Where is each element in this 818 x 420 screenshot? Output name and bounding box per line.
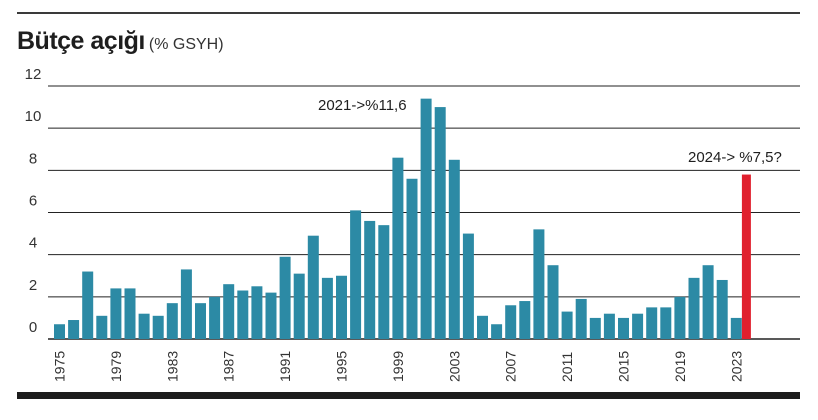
y-tick-label: 4 — [29, 235, 37, 252]
bar-2020 — [688, 277, 700, 339]
y-tick-label: 0 — [29, 319, 37, 336]
bar-1994 — [321, 277, 333, 339]
x-tick-label: 1991 — [277, 351, 293, 382]
bar-2019 — [674, 296, 686, 339]
bar-2004 — [462, 233, 474, 339]
bar-2013 — [589, 317, 601, 339]
bar-2009 — [533, 229, 545, 339]
bar-1995 — [336, 275, 347, 339]
bar-2002 — [434, 107, 446, 339]
bar-1977 — [82, 271, 94, 339]
bar-1982 — [152, 315, 164, 339]
bars — [54, 98, 751, 340]
bar-1993 — [307, 235, 319, 339]
bar-2000 — [406, 178, 418, 339]
bar-2017 — [646, 307, 658, 339]
bar-2022 — [716, 279, 728, 339]
x-tick-label: 1975 — [52, 351, 68, 382]
x-tick-label: 1999 — [390, 351, 406, 382]
bottom-rule — [17, 392, 800, 399]
bar-1990 — [265, 292, 277, 339]
bar-2014 — [603, 313, 615, 339]
annotations: 2021->%11,6 2024-> %7,5? — [318, 97, 782, 166]
x-tick-label: 1987 — [221, 351, 237, 382]
bar-1987 — [223, 284, 235, 339]
y-tick-label: 10 — [25, 108, 42, 125]
bar-1981 — [138, 313, 150, 339]
bar-1978 — [96, 315, 108, 339]
bar-1999 — [392, 157, 404, 339]
bar-1998 — [378, 225, 390, 339]
x-axis-ticks: 1975 1979 1983 1987 1991 1995 1999 2003 2007 2011… — [52, 351, 745, 382]
x-tick-label: 2019 — [672, 351, 688, 382]
x-tick-label: 2011 — [559, 352, 575, 382]
bar-1997 — [364, 220, 376, 339]
annotation-2024: 2024-> %7,5? — [688, 149, 782, 166]
top-rule — [17, 12, 800, 14]
bar-2012 — [575, 298, 587, 339]
bar-2010 — [547, 265, 559, 339]
bar-1980 — [124, 288, 136, 339]
bar-2006 — [491, 324, 503, 339]
bar-1992 — [293, 273, 305, 339]
chart-title: Bütçe açığı — [17, 27, 145, 55]
y-tick-label: 6 — [29, 193, 37, 210]
bar-2015 — [618, 317, 629, 339]
bar-2007 — [505, 305, 517, 339]
bar-1979 — [110, 288, 122, 339]
bar-2001 — [420, 98, 432, 340]
bar-1983 — [166, 303, 178, 339]
bar-1985 — [195, 303, 206, 339]
bar-2003 — [448, 159, 460, 339]
bar-highlight-2024 — [741, 174, 751, 339]
bar-1996 — [350, 210, 362, 339]
bar-2016 — [632, 313, 644, 339]
bar-1991 — [279, 256, 291, 339]
x-tick-label: 1979 — [108, 351, 124, 382]
bar-1988 — [237, 290, 249, 339]
y-tick-label: 2 — [29, 277, 37, 294]
x-tick-label: 2015 — [616, 351, 632, 382]
bar-2021 — [702, 265, 714, 339]
bar-2023 — [730, 317, 742, 339]
bar-1975 — [54, 324, 65, 339]
chart-subtitle: (% GSYH) — [148, 36, 224, 53]
bar-1976 — [68, 320, 80, 339]
x-tick-label: 2023 — [728, 351, 744, 382]
x-tick-label: 1983 — [164, 351, 180, 382]
bar-1984 — [180, 269, 192, 339]
annotation-2021: 2021->%11,6 — [318, 97, 407, 114]
bar-1989 — [251, 286, 263, 339]
bar-2008 — [519, 301, 531, 339]
chart-title-block: Bütçe açığı (% GSYH) — [17, 27, 224, 56]
x-tick-label: 1995 — [334, 351, 350, 382]
bar-2018 — [660, 307, 672, 339]
y-axis-ticks: 0 2 4 6 8 10 12 — [25, 66, 42, 336]
x-tick-label: 2007 — [503, 351, 519, 382]
x-tick-label: 2003 — [446, 351, 462, 382]
bar-2005 — [477, 315, 488, 339]
bar-1986 — [209, 296, 221, 339]
bar-2011 — [561, 311, 573, 339]
y-tick-label: 8 — [29, 150, 37, 167]
y-tick-label: 12 — [25, 66, 42, 83]
